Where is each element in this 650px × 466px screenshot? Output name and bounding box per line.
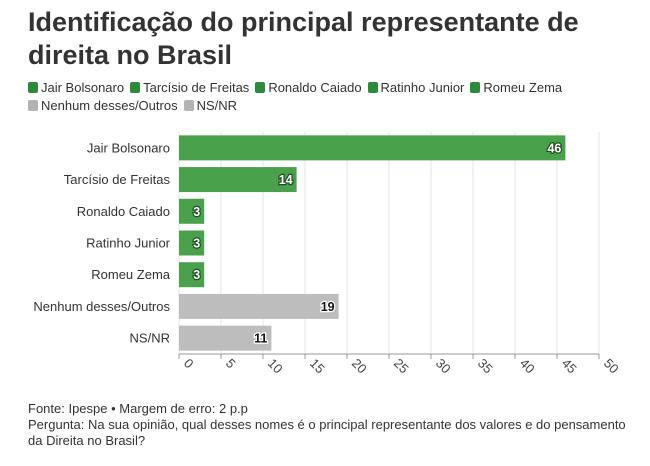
legend-item[interactable]: Nenhum desses/Outros bbox=[28, 97, 178, 115]
data-label: 46 bbox=[547, 141, 561, 155]
legend-swatch bbox=[183, 100, 194, 111]
category-label: Jair Bolsonaro bbox=[87, 140, 170, 155]
bar-ns-nr bbox=[179, 325, 272, 351]
x-tick-label: 0 bbox=[181, 356, 197, 372]
x-tick-label: 5 bbox=[223, 356, 239, 372]
legend-swatch bbox=[28, 100, 38, 111]
x-tick-label: 10 bbox=[265, 356, 286, 377]
legend-label: Romeu Zema bbox=[483, 80, 563, 95]
category-label: Ratinho Junior bbox=[86, 236, 170, 251]
data-label: 3 bbox=[193, 205, 200, 219]
data-label: 11 bbox=[254, 332, 267, 346]
source-note: Fonte: Ipespe • Margem de erro: 2 p.p bbox=[28, 401, 248, 416]
x-tick-label: 40 bbox=[517, 356, 538, 377]
chart-title: Identificação do principal representante… bbox=[28, 7, 579, 70]
legend-label: Nenhum desses/Outros bbox=[41, 98, 178, 113]
data-label: 19 bbox=[321, 300, 335, 314]
x-tick-label: 15 bbox=[307, 356, 328, 377]
bar-ratinho-junior bbox=[179, 230, 205, 256]
bar-ronaldo-caiado bbox=[179, 198, 205, 224]
legend-swatch bbox=[28, 82, 38, 93]
bar-romeu-zema bbox=[179, 262, 205, 288]
legend-item[interactable]: Romeu Zema bbox=[470, 79, 562, 97]
data-label: 3 bbox=[193, 237, 200, 251]
bar-tarc-sio-de-freitas bbox=[179, 167, 297, 193]
x-tick-label: 30 bbox=[433, 356, 454, 377]
legend-label: Jair Bolsonaro bbox=[41, 80, 125, 95]
legend-label: NS/NR bbox=[196, 98, 238, 113]
x-tick-label: 50 bbox=[601, 356, 622, 377]
question-note: Pergunta: Na sua opinião, qual desses no… bbox=[28, 417, 626, 448]
bar-nenhum-desses-outros bbox=[179, 293, 339, 319]
legend-item[interactable]: NS/NR bbox=[183, 97, 238, 115]
legend-swatch bbox=[367, 82, 378, 93]
data-label: 14 bbox=[279, 173, 293, 187]
bar-chart: Jair Bolsonaro 46 Tarcísio de Freitas 14 Ron… bbox=[33, 132, 622, 377]
data-label: 3 bbox=[193, 268, 200, 282]
legend-label: Tarcísio de Freitas bbox=[143, 80, 250, 95]
category-label: NS/NR bbox=[130, 331, 170, 346]
chart-footer: Fonte: Ipespe • Margem de erro: 2 p.p Pe… bbox=[28, 401, 628, 449]
legend-item[interactable]: Ratinho Junior bbox=[367, 79, 465, 97]
x-tick-label: 35 bbox=[475, 356, 496, 377]
x-tick-label: 20 bbox=[349, 356, 370, 377]
legend: Jair Bolsonaro Tarcísio de Freitas Ronaldo… bbox=[28, 79, 628, 115]
category-label: Ronaldo Caiado bbox=[77, 204, 170, 219]
legend-swatch bbox=[470, 82, 481, 93]
category-label: Tarcísio de Freitas bbox=[64, 172, 171, 187]
category-label: Nenhum desses/Outros bbox=[33, 299, 170, 314]
legend-label: Ronaldo Caiado bbox=[268, 80, 362, 95]
legend-item[interactable]: Jair Bolsonaro bbox=[28, 79, 124, 97]
category-label: Romeu Zema bbox=[91, 267, 171, 282]
legend-item[interactable]: Tarcísio de Freitas bbox=[130, 79, 249, 97]
legend-item[interactable]: Ronaldo Caiado bbox=[255, 79, 362, 97]
x-tick-label: 25 bbox=[391, 356, 412, 377]
x-tick-label: 45 bbox=[559, 356, 580, 377]
bar-jair-bolsonaro bbox=[179, 135, 566, 161]
legend-label: Ratinho Junior bbox=[380, 80, 465, 95]
legend-swatch bbox=[255, 82, 266, 93]
legend-swatch bbox=[130, 82, 141, 93]
